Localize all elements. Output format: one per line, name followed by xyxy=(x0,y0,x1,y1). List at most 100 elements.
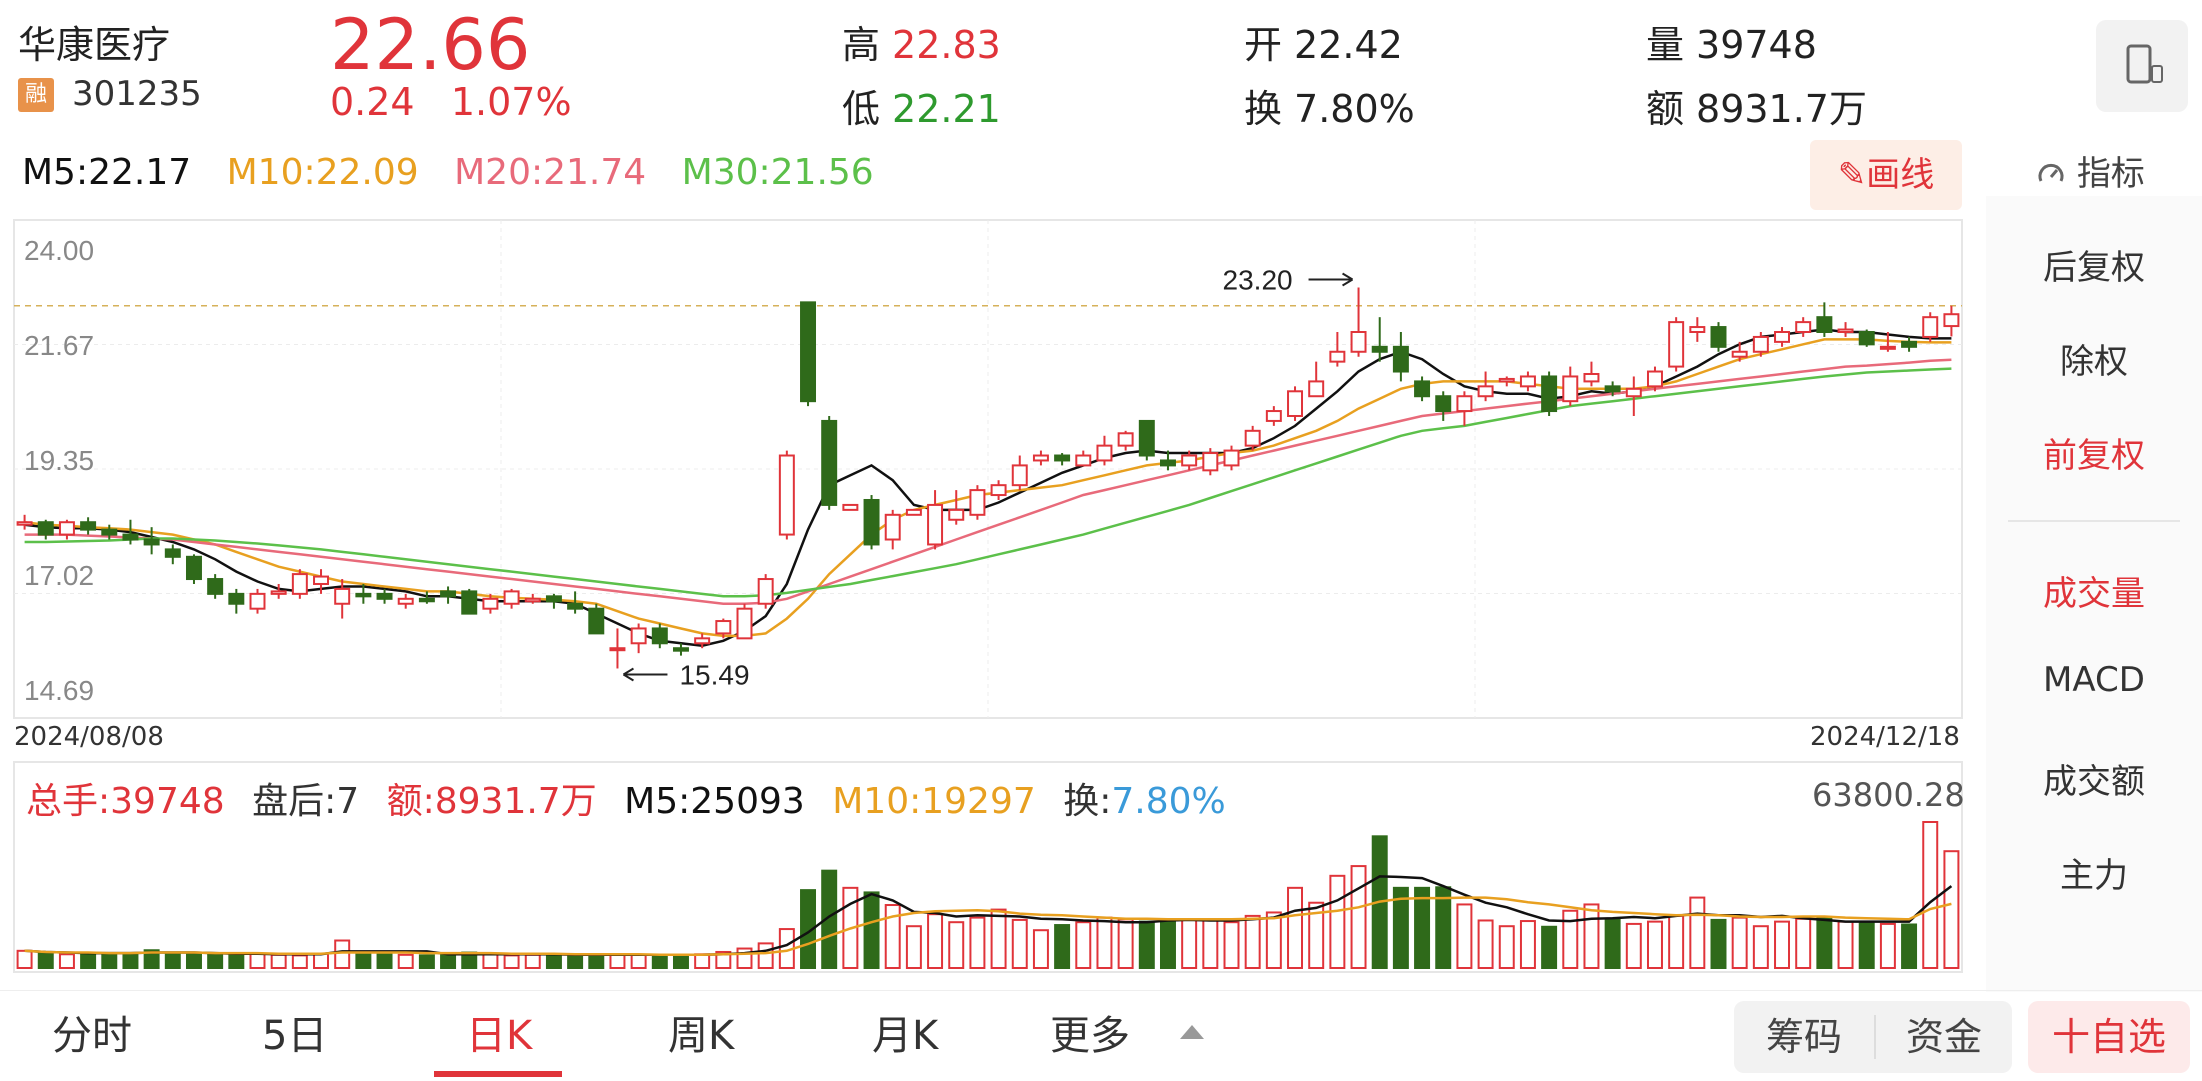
volume-bar xyxy=(1731,916,1748,969)
volume-turnover: 7.80% xyxy=(1111,781,1226,822)
candle-body xyxy=(1837,328,1854,333)
tab-more[interactable]: 更多 xyxy=(1050,1013,1130,1059)
volume-bar xyxy=(1032,929,1049,970)
caret-up-icon[interactable] xyxy=(1180,1025,1204,1039)
volume-panel-border xyxy=(13,761,1963,973)
tab-intraday[interactable]: 分时 xyxy=(52,1013,132,1059)
candle-body xyxy=(672,647,689,652)
last-price: 22.66 xyxy=(330,4,531,86)
volume-bar xyxy=(1159,919,1176,970)
volume-bar xyxy=(1075,921,1092,970)
volume-bar xyxy=(1244,914,1261,969)
landscape-toggle-button[interactable] xyxy=(2096,20,2188,112)
volume-bar xyxy=(1202,919,1219,970)
candle-body xyxy=(588,607,605,635)
candle-body xyxy=(1774,330,1791,343)
candle-body xyxy=(990,484,1007,497)
candle-body xyxy=(1477,385,1494,398)
volume-stat: 量 39748 xyxy=(1646,14,1817,69)
volume-bar xyxy=(1414,886,1431,969)
phone-rotate-icon xyxy=(2126,44,2163,84)
ma-line-m30 xyxy=(24,367,1952,598)
ma30-value: M30:21.56 xyxy=(681,152,874,193)
volume-bar xyxy=(1858,920,1875,970)
volume-bar xyxy=(1117,918,1134,969)
candle-body xyxy=(1096,444,1113,462)
side-item-front-adjust[interactable]: 前复权 xyxy=(2043,436,2145,476)
tab-5day[interactable]: 5日 xyxy=(262,1013,328,1059)
volume-bar xyxy=(1096,916,1113,969)
tab-weekly-k[interactable]: 周K xyxy=(668,1013,735,1059)
x-end-date: 2024/12/18 xyxy=(1810,722,1960,752)
candle-body xyxy=(1710,326,1727,348)
candle-body xyxy=(122,533,139,541)
volume-bar xyxy=(164,952,181,969)
candle-body xyxy=(567,602,584,610)
candle-body xyxy=(927,503,944,546)
indicator-header[interactable]: 指标 xyxy=(2036,146,2145,195)
volume-bar xyxy=(1816,916,1833,969)
candle-body xyxy=(1752,335,1769,353)
tab-monthly-k[interactable]: 月K xyxy=(872,1013,939,1059)
volume-ma10-line xyxy=(24,896,1952,957)
volume-bar xyxy=(545,953,562,970)
side-item-amount[interactable]: 成交额 xyxy=(2043,762,2145,802)
x-start-date: 2024/08/08 xyxy=(14,722,164,752)
volume-bars xyxy=(16,821,1960,970)
candle-body xyxy=(207,578,224,595)
volume-bar xyxy=(270,953,287,969)
price-change: 0.24 1.07% xyxy=(330,80,572,124)
volume-bar xyxy=(715,950,732,969)
volume-bar xyxy=(905,925,922,969)
open-stat: 开 22.42 xyxy=(1244,14,1403,69)
volume-bar xyxy=(440,953,457,970)
candle-body xyxy=(948,508,965,521)
funds-button[interactable]: 资金 xyxy=(1905,1015,1982,1059)
candle-body xyxy=(1816,316,1833,333)
tab-daily-k[interactable]: 日K xyxy=(466,1013,533,1059)
volume-value: 39748 xyxy=(1696,23,1817,67)
candle-body xyxy=(1287,390,1304,417)
side-item-back-adjust[interactable]: 后复权 xyxy=(2043,248,2145,288)
volume-bar xyxy=(16,949,33,970)
volume-bar xyxy=(1287,886,1304,969)
kline-chart[interactable]: 24.00 21.67 19.35 17.02 14.69 23.20 15.49 xyxy=(0,210,1986,1000)
candle-body xyxy=(1011,464,1028,487)
ma-legend: M5:22.17 M10:22.09 M20:21.74 M30:21.56 xyxy=(22,152,898,193)
volume-bar xyxy=(1350,865,1367,970)
side-item-ex-right[interactable]: 除权 xyxy=(2060,342,2128,382)
y-tick-label: 21.67 xyxy=(24,330,94,361)
candle-body xyxy=(736,607,753,640)
side-item-macd[interactable]: MACD xyxy=(2043,660,2145,700)
gauge-icon xyxy=(2038,163,2064,182)
volume-ma10: M10:19297 xyxy=(832,781,1036,822)
volume-bar xyxy=(630,953,647,969)
draw-line-button[interactable]: ✎画线 xyxy=(1810,140,1962,210)
candle-body xyxy=(1625,387,1642,398)
volume-bar xyxy=(1710,918,1727,969)
candle-body xyxy=(715,620,732,635)
candle-body xyxy=(1541,375,1558,413)
candle-body xyxy=(1414,380,1431,398)
volume-bar xyxy=(567,954,584,969)
volume-amount: 额:8931.7万 xyxy=(386,781,597,822)
volume-bar xyxy=(355,951,372,970)
add-favorite-button[interactable]: 十自选 xyxy=(2028,1001,2190,1073)
y-tick-label: 19.35 xyxy=(24,445,94,476)
volume-bar xyxy=(1562,909,1579,970)
candle-body xyxy=(524,597,541,603)
turnover-value: 7.80% xyxy=(1294,87,1415,131)
side-item-main-force[interactable]: 主力 xyxy=(2060,856,2128,896)
volume-bar xyxy=(1625,922,1642,969)
candle-body xyxy=(355,592,372,598)
side-item-volume[interactable]: 成交量 xyxy=(2043,574,2145,614)
indicator-side-panel: 后复权 除权 前复权 成交量 MACD 成交额 主力 xyxy=(1986,196,2202,992)
volume-bar xyxy=(609,953,626,970)
candle-body xyxy=(1032,454,1049,462)
candle-body xyxy=(1392,345,1409,373)
candle-body xyxy=(503,590,520,605)
candle-body xyxy=(249,592,266,610)
chips-button[interactable]: 筹码 xyxy=(1765,1015,1842,1059)
volume-bar xyxy=(927,913,944,970)
volume-bar xyxy=(228,953,245,970)
